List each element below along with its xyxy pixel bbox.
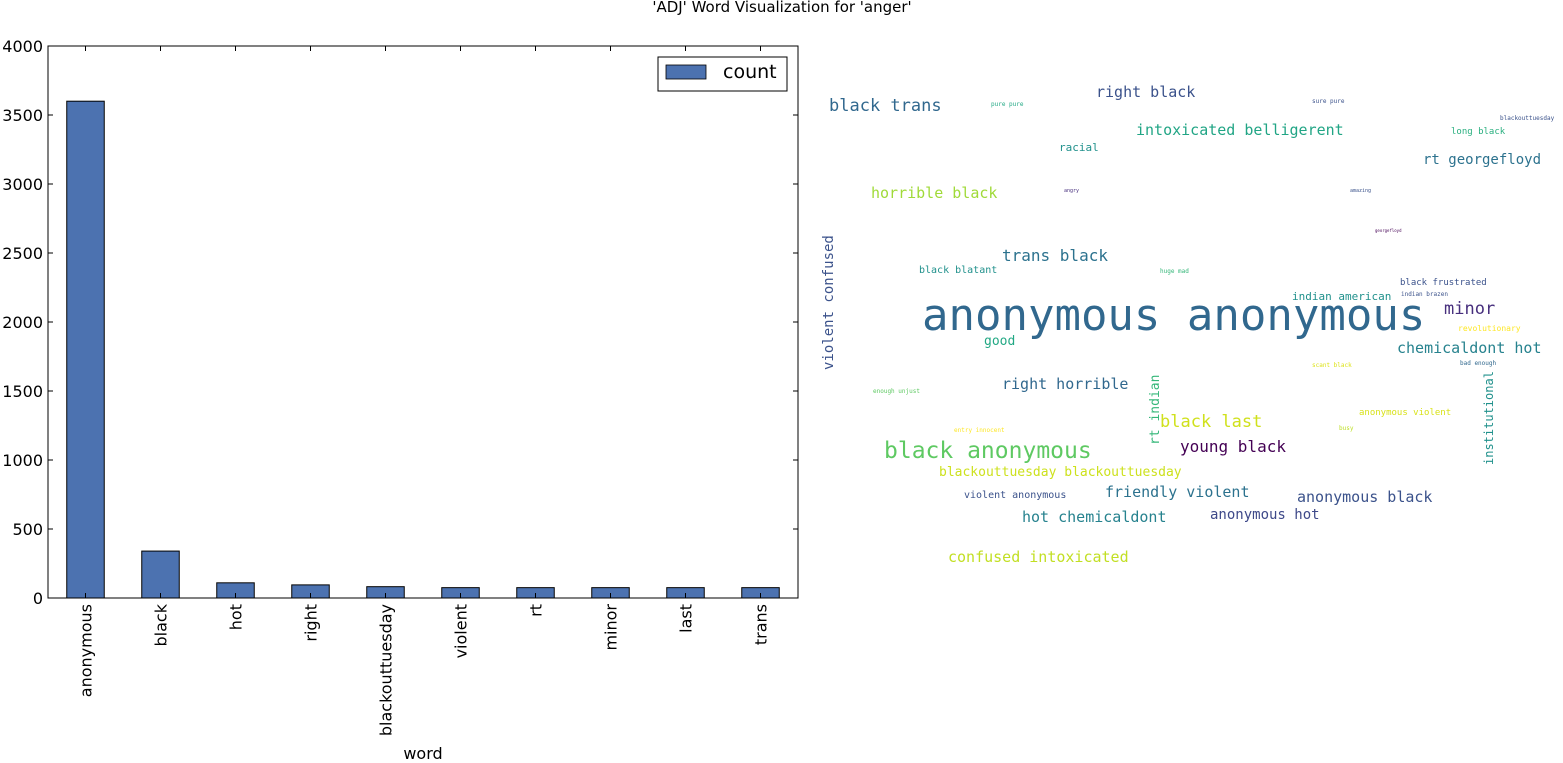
cloud-word: black anonymous xyxy=(884,438,1092,464)
plot-frame xyxy=(47,45,799,599)
cloud-word: confused intoxicated xyxy=(948,548,1129,566)
cloud-word: bad enough xyxy=(1460,360,1497,367)
x-tick-label: rt xyxy=(527,604,546,617)
cloud-word: right black xyxy=(1096,83,1195,101)
x-tick-label: right xyxy=(302,604,321,642)
cloud-word: black last xyxy=(1160,412,1262,432)
cloud-word: pure pure xyxy=(991,101,1024,108)
x-tick-label: minor xyxy=(602,604,621,651)
cloud-word: chemicaldont hot xyxy=(1397,339,1542,357)
cloud-word: georgefloyd xyxy=(1375,228,1402,233)
cloud-word: black frustrated xyxy=(1400,278,1487,288)
x-tick-label: trans xyxy=(752,604,771,645)
y-tick-label: 2500 xyxy=(2,244,43,263)
cloud-word: rt georgefloyd xyxy=(1423,152,1541,168)
x-tick-label: anonymous xyxy=(77,604,96,697)
x-tick-label: black xyxy=(152,603,171,646)
cloud-word: huge mad xyxy=(1160,268,1189,275)
cloud-word: anonymous hot xyxy=(1210,507,1320,523)
cloud-word: blackouttuesday blackouttuesday xyxy=(939,465,1182,480)
cloud-word: young black xyxy=(1180,437,1286,456)
x-tick-label: violent xyxy=(452,604,471,658)
x-axis-label: word xyxy=(403,744,442,763)
cloud-word: black trans xyxy=(829,96,942,116)
x-tick-label: last xyxy=(677,604,696,633)
x-tick-label: hot xyxy=(227,604,246,630)
cloud-word: minor xyxy=(1444,299,1495,319)
cloud-word: indian brazen xyxy=(1401,291,1448,298)
cloud-word: racial xyxy=(1059,141,1099,154)
cloud-word: right horrible xyxy=(1002,375,1128,393)
legend-swatch xyxy=(665,64,707,80)
cloud-word: revolutionary xyxy=(1458,324,1521,333)
cloud-word: amazing xyxy=(1350,188,1371,194)
cloud-word: rt indian xyxy=(1148,375,1163,445)
y-tick-label: 2000 xyxy=(2,313,43,332)
cloud-word: good xyxy=(984,334,1015,349)
legend: count xyxy=(657,56,788,92)
bar-black xyxy=(141,550,180,599)
y-tick-label: 1500 xyxy=(2,382,43,401)
cloud-word: scant black xyxy=(1312,362,1352,369)
legend-label: count xyxy=(723,61,777,83)
y-tick-label: 4000 xyxy=(2,37,43,56)
cloud-word: long black xyxy=(1451,127,1506,137)
cloud-word: friendly violent xyxy=(1105,483,1250,501)
cloud-word: entry innocent xyxy=(954,427,1005,434)
cloud-word: busy xyxy=(1339,425,1354,432)
bar-chart: 0 500 1000 1500 2000 2500 3000 3500 4000 anonymo… xyxy=(2,37,799,763)
cloud-word: black blatant xyxy=(919,265,997,276)
cloud-word: hot chemicaldont xyxy=(1022,508,1167,526)
cloud-word: sure pure xyxy=(1312,98,1345,105)
x-tick-label: blackouttuesday xyxy=(377,604,396,736)
cloud-word: anonymous anonymous xyxy=(922,290,1425,341)
cloud-word: angry xyxy=(1064,188,1079,194)
cloud-word: intoxicated belligerent xyxy=(1136,121,1344,139)
chart-title: 'ADJ' Word Visualization for 'anger' xyxy=(652,0,911,16)
cloud-word: anonymous black xyxy=(1297,488,1432,506)
cloud-word: trans black xyxy=(1002,246,1108,265)
y-tick-label: 1000 xyxy=(2,451,43,470)
bar-anonymous xyxy=(66,100,105,599)
y-tick-label: 3500 xyxy=(2,106,43,125)
cloud-word: anonymous violent xyxy=(1359,408,1451,418)
word-cloud: anonymous anonymous black anonymous black … xyxy=(821,83,1555,566)
y-tick-label: 0 xyxy=(33,589,43,608)
cloud-word: blackouttuesday xyxy=(1500,115,1555,122)
cloud-word: horrible black xyxy=(871,184,997,202)
cloud-word: violent anonymous xyxy=(964,490,1066,501)
y-tick-label: 3000 xyxy=(2,175,43,194)
cloud-word: institutional xyxy=(1482,371,1496,465)
cloud-word: indian american xyxy=(1292,290,1391,303)
cloud-word: violent confused xyxy=(821,235,837,370)
y-tick-label: 500 xyxy=(12,520,43,539)
cloud-word: enough unjust xyxy=(873,388,920,395)
